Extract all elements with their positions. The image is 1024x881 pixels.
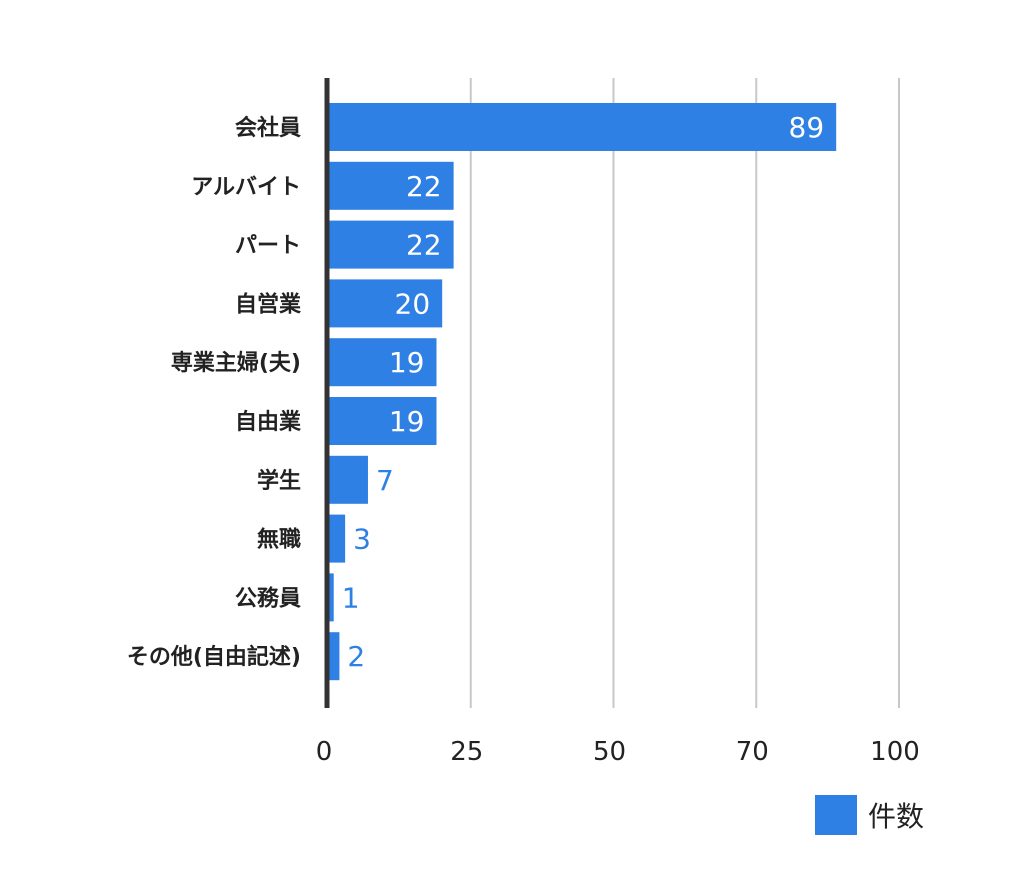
bar	[328, 514, 346, 563]
legend-swatch	[815, 795, 857, 835]
bar	[328, 220, 454, 269]
x-tick-label: 25	[450, 737, 483, 767]
data-label: 2	[347, 640, 365, 673]
category-label: 会社員	[235, 115, 301, 141]
data-label: 89	[789, 111, 825, 144]
category-label: 自由業	[235, 409, 302, 435]
category-label: 学生	[257, 468, 301, 494]
data-label: 7	[376, 464, 394, 497]
data-label: 1	[342, 581, 360, 614]
legend: 件数	[815, 795, 924, 835]
legend-label: 件数	[868, 800, 924, 833]
data-label: 22	[406, 170, 442, 203]
category-label: パート	[235, 234, 301, 259]
bar	[328, 161, 454, 210]
x-tick-label: 50	[593, 737, 626, 767]
x-tick-label: 100	[870, 737, 920, 767]
data-label: 19	[389, 405, 425, 438]
bar	[328, 455, 368, 504]
bar	[328, 279, 443, 328]
category-label: 公務員	[235, 585, 301, 611]
category-label: 専業主婦(夫)	[171, 350, 301, 376]
data-label: 19	[389, 346, 425, 379]
data-labels: 89 22 22 20 19 19 73 1 2	[342, 111, 824, 673]
gridlines	[469, 78, 900, 708]
data-label: 20	[395, 287, 431, 320]
bars	[328, 103, 837, 681]
bar	[328, 397, 437, 445]
bar	[328, 338, 437, 387]
x-tick-label: 0	[316, 737, 333, 767]
category-label: アルバイト	[191, 175, 301, 200]
category-label: 自営業	[235, 291, 302, 317]
x-tick-label: 70	[736, 737, 769, 767]
data-label: 22	[406, 229, 442, 262]
category-label: 無職	[257, 527, 301, 553]
bar	[328, 632, 340, 681]
bar	[328, 573, 334, 622]
category-label: その他(自由記述)	[127, 644, 301, 670]
bar	[328, 103, 837, 151]
x-tick-labels: 0 25 50 70 100	[316, 737, 920, 767]
data-label: 3	[353, 523, 371, 556]
